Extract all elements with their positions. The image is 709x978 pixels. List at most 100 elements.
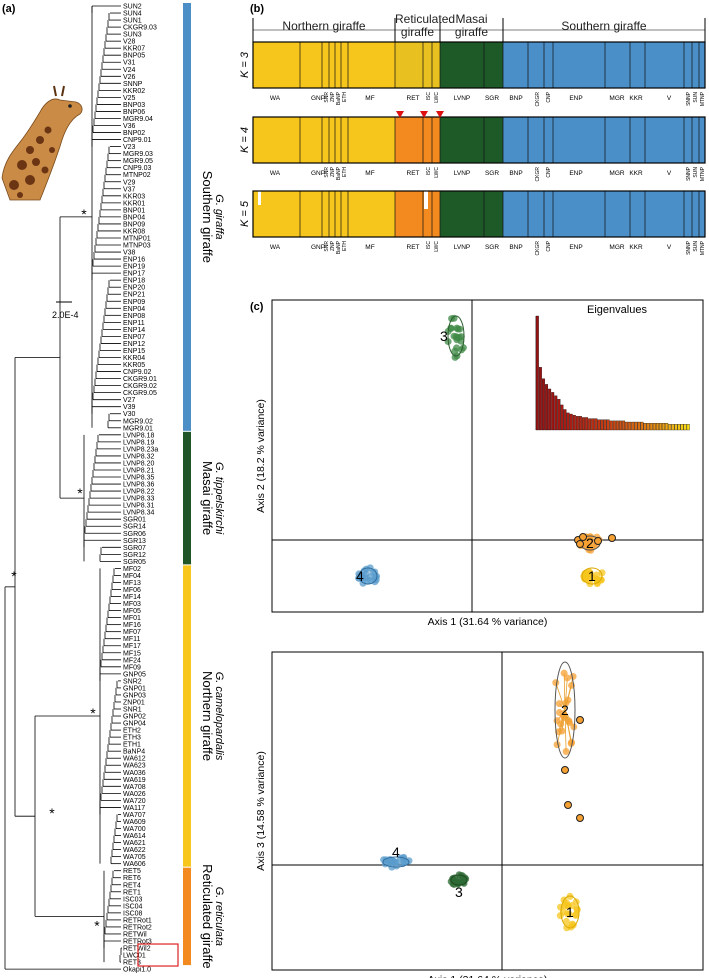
population-label: ENP (569, 170, 582, 177)
tip-label: SNNP (123, 81, 143, 88)
tip-label: LVNP8.21 (123, 467, 154, 474)
tip-label: BNP01 (123, 207, 145, 214)
tip-label: KKR01 (123, 200, 145, 207)
tip-label: V25 (123, 95, 136, 102)
tip-label: BNP02 (123, 130, 145, 137)
structure-group-label: Reticulated giraffe (395, 12, 456, 39)
tip-label: WA707 (123, 812, 146, 819)
structure-block (258, 191, 261, 205)
tip-label: ENP08 (123, 313, 145, 320)
tip-label: ENP20 (123, 285, 145, 292)
highlight-box (137, 943, 179, 967)
tip-label: GNP03 (123, 692, 146, 699)
tip-label: V27 (123, 397, 136, 404)
cluster-ellipse (382, 856, 410, 868)
population-label: BNP (509, 170, 522, 177)
tip-label: V30 (123, 411, 136, 418)
population-label: ENP (569, 244, 582, 251)
tip-label: WA720 (123, 798, 146, 805)
tip-label: MGR9.05 (123, 158, 153, 165)
tip-label: MF13 (123, 580, 141, 587)
cluster-ellipse (554, 661, 576, 759)
k-label: K = 3 (239, 51, 251, 78)
clade-name: Masai giraffe (200, 461, 215, 535)
tip-label: RETWil2 (123, 946, 151, 953)
tip-label: CNP9.01 (123, 137, 152, 144)
cluster-spoke (555, 682, 566, 711)
population-label: SNR (324, 167, 330, 178)
pca-plots: Axis 1 (31.64 % variance) Axis 2 (18.2 % … (255, 299, 704, 978)
structure-block (253, 42, 395, 88)
tip-label: CNP9.02 (123, 369, 152, 376)
tip-label: MF11 (123, 636, 140, 643)
tip-label: WA705 (123, 854, 146, 861)
tip-label: LVNP8.32 (123, 453, 154, 460)
structure-block (395, 191, 440, 237)
cluster-ellipse (447, 315, 465, 357)
population-label: SGR (485, 170, 499, 177)
population-label: SUN (693, 167, 699, 178)
sample-point (582, 571, 590, 579)
tip-label: V28 (123, 39, 136, 46)
tip-label: MGR9.01 (123, 425, 153, 432)
population-label: ISC (426, 92, 432, 101)
tip-label: MTNP02 (123, 172, 151, 179)
clade-species: G. camelopardalis (213, 672, 225, 761)
eigenvalue-bar (582, 417, 585, 431)
population-label: ZNP (330, 166, 336, 177)
eigenvalue-bar (637, 421, 641, 431)
tip-label: WA117 (123, 805, 145, 812)
eigenvalue-bar (622, 420, 626, 431)
tip-label: RETRot3 (123, 938, 152, 945)
eigenvalue-bar (572, 415, 576, 431)
tip-label: CKGR9.01 (123, 376, 157, 383)
support-marker: * (81, 206, 87, 222)
y-axis-label: Axis 2 (18.2 % variance) (255, 399, 267, 513)
tip-label: WA609 (123, 819, 146, 826)
tip-label: GNP02 (123, 714, 146, 721)
tip-label: WA619 (123, 777, 146, 784)
clade-species: G. tippelskirchi (213, 462, 225, 535)
population-label: CKGR (535, 167, 541, 182)
cluster-label: 3 (440, 328, 448, 344)
y-axis-label: Axis 3 (14.58 % variance) (255, 751, 267, 871)
cluster-label: 2 (561, 702, 569, 718)
structure-group-label: Masai giraffe (454, 12, 489, 39)
eigenvalue-bar (603, 419, 607, 431)
cluster-ellipse (560, 895, 580, 929)
eigenvalue-bar (585, 417, 589, 431)
eigenvalue-bar (680, 424, 684, 431)
sample-point (356, 572, 364, 580)
population-label: RET (407, 244, 420, 251)
tip-label: WA622 (123, 847, 146, 854)
tip-label: ETH3 (123, 735, 141, 742)
plot-frame (252, 190, 706, 238)
population-label: WA (270, 244, 281, 251)
plot-frame (252, 41, 706, 89)
eigenvalue-bar (538, 367, 542, 431)
clade-bar (183, 431, 191, 565)
cluster-label: 4 (356, 568, 364, 584)
outlier-point (576, 716, 584, 724)
panel-label: (b) (250, 3, 264, 15)
cluster-ellipse (450, 874, 468, 886)
marker-triangle (436, 111, 444, 118)
sample-point (555, 700, 563, 708)
eigenvalue-bar (625, 421, 629, 431)
eigenvalue-bar (646, 423, 650, 431)
population-label: V (667, 95, 672, 102)
population-label: SNNP (686, 240, 692, 255)
tip-label: V24 (123, 67, 136, 74)
tip-label: LVNP8.22 (123, 489, 154, 496)
cluster-ellipse (581, 567, 603, 585)
tip-label: ISC04 (123, 903, 143, 910)
tip-label: RET3 (123, 960, 141, 967)
population-label: V (667, 244, 672, 251)
tip-label: SUN2 (123, 4, 142, 11)
tip-label: WA621 (123, 840, 146, 847)
clade-name: Northern giraffe (200, 671, 215, 761)
population-label: LWC (434, 92, 440, 103)
tip-label: ENP11 (123, 320, 145, 327)
